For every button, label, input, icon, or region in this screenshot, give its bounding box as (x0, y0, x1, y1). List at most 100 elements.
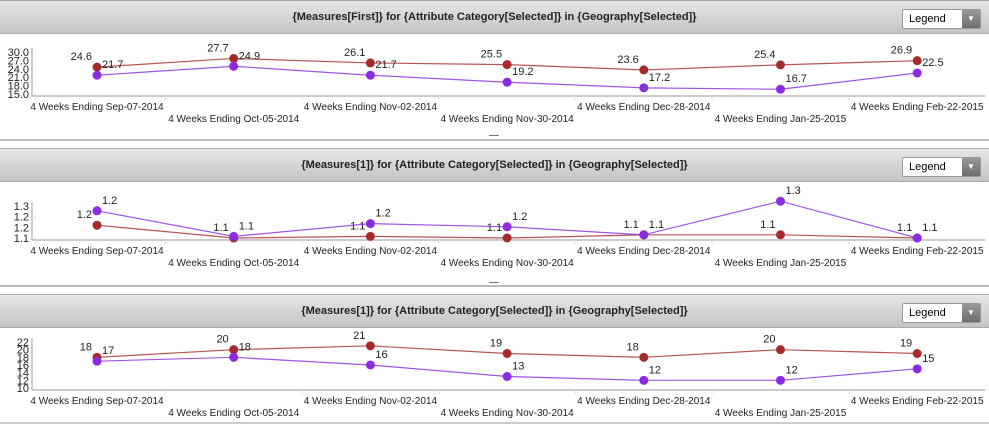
legend-dropdown[interactable]: Legend ▼ (902, 9, 981, 29)
legend-label: Legend (909, 13, 946, 25)
data-point (639, 65, 649, 75)
data-point (502, 372, 512, 381)
data-point (229, 345, 239, 355)
x-tick-label: 4 Weeks Ending Oct-05-2014 (168, 114, 299, 125)
data-point (229, 61, 239, 71)
x-tick-label: 4 Weeks Ending Dec-28-2014 (577, 102, 711, 113)
y-tick-label: 10 (17, 383, 29, 395)
data-label: 21 (353, 330, 365, 342)
data-point (229, 231, 239, 241)
data-label: 20 (763, 334, 775, 346)
panel-splitter[interactable] (0, 285, 989, 287)
data-point (639, 83, 649, 93)
data-point (912, 364, 922, 374)
x-tick-label: 4 Weeks Ending Nov-30-2014 (440, 114, 574, 125)
y-tick-label: 15.0 (8, 89, 29, 101)
chart-title: {Measures[1]} for {Attribute Category[Se… (301, 159, 688, 171)
chevron-down-icon: ▼ (962, 304, 980, 322)
data-point (365, 70, 375, 80)
panel-splitter[interactable] (0, 139, 989, 141)
legend-label: Legend (909, 307, 946, 319)
line-chart: 30.027.024.021.018.015.04 Weeks Ending S… (8, 42, 985, 125)
legend-dropdown[interactable]: Legend ▼ (902, 157, 981, 177)
splitter-grip-icon (489, 282, 499, 283)
data-point (639, 230, 649, 240)
data-point (229, 53, 239, 63)
x-tick-label: 4 Weeks Ending Sep-07-2014 (30, 102, 164, 113)
chevron-down-icon: ▼ (962, 10, 980, 28)
data-label: 15 (922, 353, 934, 365)
data-label: 1.1 (487, 222, 502, 234)
data-point (776, 230, 785, 240)
x-tick-label: 4 Weeks Ending Sep-07-2014 (30, 396, 164, 407)
data-point (502, 233, 512, 243)
x-tick-label: 4 Weeks Ending Nov-02-2014 (304, 396, 438, 407)
data-label: 12 (786, 364, 798, 376)
data-label: 23.6 (617, 54, 638, 66)
data-point (92, 356, 102, 366)
y-tick-label: 20 (17, 345, 29, 357)
x-tick-label: 4 Weeks Ending Feb-22-2015 (851, 396, 984, 407)
legend-dropdown[interactable]: Legend ▼ (902, 303, 981, 323)
data-point (92, 220, 102, 230)
data-label: 25.5 (481, 49, 502, 61)
x-tick-label: 4 Weeks Ending Nov-02-2014 (304, 246, 438, 257)
data-point (776, 345, 785, 355)
y-tick-label: 1.2 (14, 212, 29, 224)
data-label: 19.2 (512, 66, 533, 78)
data-point (502, 222, 512, 232)
data-point (776, 84, 785, 94)
data-point (92, 70, 102, 80)
y-tick-label: 18 (17, 352, 29, 364)
data-point (502, 60, 512, 70)
data-point (776, 375, 785, 385)
x-tick-label: 4 Weeks Ending Jan-25-2015 (715, 114, 847, 125)
data-label: 13 (512, 361, 524, 373)
data-point (92, 62, 102, 72)
data-point (776, 60, 785, 70)
data-label: 1.3 (786, 185, 801, 197)
line-chart: 1.3 1.2 1.2 1.1 4 Weeks Ending Sep-07-2014 4 … (14, 185, 985, 269)
data-point (365, 360, 375, 370)
data-label: 17 (102, 345, 114, 357)
x-tick-label: 4 Weeks Ending Dec-28-2014 (577, 246, 711, 257)
data-label: 1.1 (213, 222, 228, 234)
x-tick-label: 4 Weeks Ending Jan-25-2015 (715, 258, 847, 269)
data-label: 24.6 (71, 51, 92, 63)
data-label: 1.1 (624, 219, 639, 231)
data-label: 12 (649, 364, 661, 376)
y-tick-label: 22 (17, 337, 29, 349)
data-label: 27.7 (207, 42, 228, 54)
x-tick-label: 4 Weeks Ending Nov-02-2014 (304, 102, 438, 113)
data-label: 1.1 (897, 222, 912, 234)
data-label: 18 (80, 341, 92, 353)
chart-title: {Measures[First]} for {Attribute Categor… (292, 11, 697, 23)
data-point (502, 349, 512, 358)
x-tick-label: 4 Weeks Ending Nov-30-2014 (440, 258, 574, 269)
y-tick-label: 18.0 (8, 81, 29, 93)
chevron-down-icon: ▼ (962, 158, 980, 176)
x-tick-label: 4 Weeks Ending Oct-05-2014 (168, 408, 299, 419)
x-tick-label: 4 Weeks Ending Sep-07-2014 (30, 246, 164, 257)
data-label: 26.1 (344, 47, 365, 59)
y-tick-label: 24.0 (8, 64, 29, 76)
data-label: 26.9 (891, 45, 912, 57)
data-point (502, 77, 512, 87)
legend-label: Legend (909, 161, 946, 173)
data-label: 1.1 (239, 220, 254, 232)
data-label: 1.2 (102, 195, 117, 207)
data-label: 25.4 (754, 49, 775, 61)
data-label: 17.2 (649, 72, 670, 84)
data-label: 18 (627, 341, 639, 353)
data-label: 1.1 (649, 219, 664, 231)
data-label: 1.2 (512, 211, 527, 223)
x-tick-label: 4 Weeks Ending Feb-22-2015 (851, 246, 984, 257)
data-point (365, 219, 375, 229)
y-tick-label: 14 (17, 368, 29, 380)
data-label: 19 (900, 338, 912, 350)
data-label: 1.2 (375, 208, 390, 220)
data-label: 16.7 (786, 73, 807, 85)
data-point (912, 349, 922, 358)
data-point (912, 56, 922, 66)
